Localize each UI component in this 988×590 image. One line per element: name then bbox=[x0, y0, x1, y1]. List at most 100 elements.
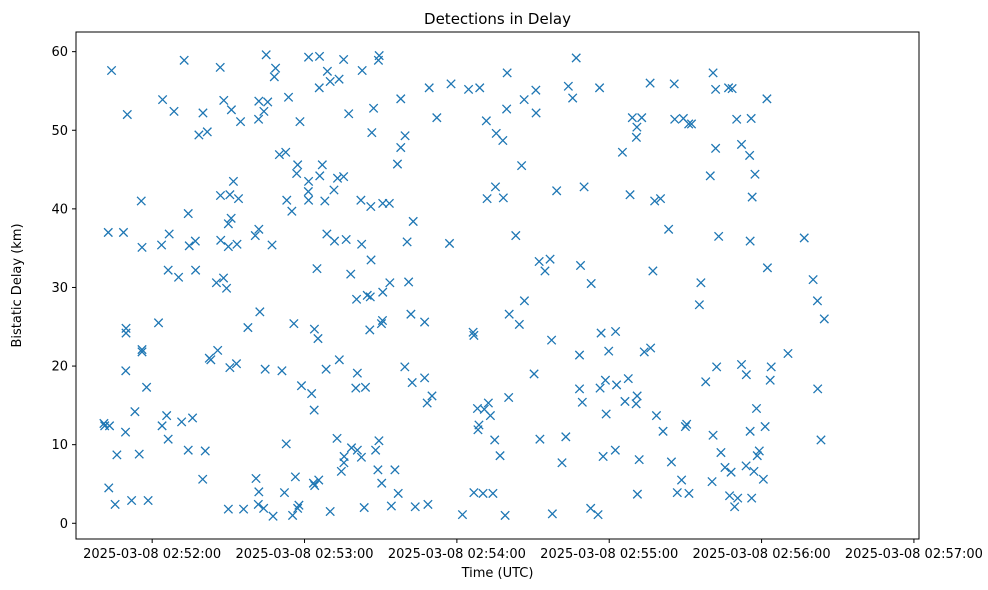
data-point-marker bbox=[639, 347, 649, 357]
data-point-marker bbox=[303, 52, 314, 62]
data-point-marker bbox=[400, 362, 410, 372]
data-point-marker bbox=[352, 445, 362, 455]
data-point-marker bbox=[610, 445, 620, 455]
data-point-marker bbox=[563, 81, 574, 91]
data-point-marker bbox=[282, 195, 292, 205]
data-point-marker bbox=[137, 242, 147, 253]
data-point-marker bbox=[136, 196, 146, 206]
data-point-marker bbox=[99, 418, 109, 429]
data-point-marker bbox=[254, 487, 264, 497]
chart-title: Detections in Delay bbox=[424, 10, 571, 28]
data-point-marker bbox=[504, 309, 514, 319]
data-point-marker bbox=[729, 502, 740, 512]
data-point-marker bbox=[254, 224, 264, 234]
data-point-marker bbox=[141, 382, 152, 392]
data-point-marker bbox=[344, 109, 354, 119]
data-point-marker bbox=[808, 274, 818, 285]
data-point-marker bbox=[216, 235, 226, 245]
y-tick-label: 60 bbox=[51, 45, 68, 60]
data-point-marker bbox=[223, 504, 234, 514]
data-point-marker bbox=[623, 373, 633, 384]
data-point-marker bbox=[680, 421, 691, 432]
data-point-marker bbox=[736, 139, 747, 150]
data-point-marker bbox=[179, 55, 189, 65]
data-point-marker bbox=[269, 72, 279, 82]
data-point-marker bbox=[472, 403, 483, 414]
y-tick-label: 50 bbox=[51, 124, 68, 139]
data-point-marker bbox=[502, 68, 512, 78]
data-point-marker bbox=[552, 186, 562, 196]
data-point-marker bbox=[519, 94, 529, 105]
data-point-marker bbox=[218, 273, 229, 283]
data-point-marker bbox=[213, 345, 223, 356]
data-point-marker bbox=[121, 323, 131, 333]
data-point-marker bbox=[336, 466, 347, 477]
data-point-marker bbox=[254, 96, 264, 106]
data-point-marker bbox=[161, 410, 172, 421]
data-point-marker bbox=[225, 190, 235, 200]
data-point-marker bbox=[306, 388, 317, 399]
data-point-marker bbox=[226, 105, 237, 115]
data-point-marker bbox=[745, 236, 755, 246]
data-point-marker bbox=[370, 445, 381, 455]
data-point-marker bbox=[749, 466, 759, 477]
data-point-marker bbox=[314, 51, 325, 62]
data-point-marker bbox=[356, 195, 366, 205]
data-point-marker bbox=[294, 500, 304, 510]
data-point-marker bbox=[574, 350, 585, 360]
y-tick-label: 30 bbox=[51, 281, 68, 296]
data-point-marker bbox=[274, 149, 285, 160]
data-point-marker bbox=[357, 65, 367, 76]
data-point-marker bbox=[281, 147, 291, 157]
data-point-marker bbox=[482, 193, 492, 204]
data-point-marker bbox=[118, 227, 129, 238]
data-point-marker bbox=[332, 173, 343, 183]
data-point-marker bbox=[351, 294, 362, 304]
data-point-marker bbox=[317, 160, 327, 170]
data-point-marker bbox=[228, 176, 239, 187]
data-point-marker bbox=[658, 426, 668, 436]
data-point-marker bbox=[183, 208, 193, 219]
data-point-marker bbox=[376, 318, 387, 329]
data-point-marker bbox=[112, 450, 122, 460]
data-point-marker bbox=[567, 93, 578, 103]
x-tick-label: 2025-03-08 02:54:00 bbox=[388, 547, 526, 562]
data-point-marker bbox=[321, 364, 331, 374]
data-point-marker bbox=[423, 499, 433, 510]
data-point-marker bbox=[711, 362, 722, 372]
data-point-marker bbox=[468, 327, 478, 337]
data-point-marker bbox=[231, 359, 242, 369]
data-point-marker bbox=[799, 233, 809, 243]
data-point-marker bbox=[600, 375, 611, 385]
data-point-marker bbox=[571, 53, 581, 63]
data-point-marker bbox=[263, 97, 273, 107]
data-point-marker bbox=[632, 122, 642, 132]
data-point-marker bbox=[325, 76, 335, 87]
data-point-marker bbox=[173, 272, 184, 282]
data-point-marker bbox=[586, 278, 596, 289]
data-point-marker bbox=[190, 236, 200, 246]
data-point-marker bbox=[758, 474, 769, 484]
data-point-marker bbox=[444, 238, 455, 249]
data-point-marker bbox=[726, 467, 736, 477]
data-point-marker bbox=[356, 239, 367, 249]
data-point-marker bbox=[279, 487, 290, 498]
data-point-marker bbox=[120, 427, 131, 437]
data-point-marker bbox=[514, 319, 524, 330]
data-point-marker bbox=[744, 150, 755, 161]
data-point-marker bbox=[631, 399, 641, 409]
data-point-marker bbox=[378, 287, 388, 297]
data-point-marker bbox=[137, 344, 147, 355]
data-point-marker bbox=[547, 509, 558, 519]
data-point-marker bbox=[293, 160, 303, 170]
data-point-marker bbox=[670, 114, 680, 124]
data-point-marker bbox=[727, 83, 737, 94]
data-point-marker bbox=[684, 119, 694, 129]
data-point-marker bbox=[157, 94, 168, 105]
data-point-marker bbox=[634, 454, 644, 465]
data-point-marker bbox=[760, 421, 770, 432]
data-point-marker bbox=[366, 255, 376, 265]
data-point-marker bbox=[632, 489, 643, 499]
data-point-marker bbox=[534, 256, 544, 267]
data-point-marker bbox=[557, 458, 567, 468]
